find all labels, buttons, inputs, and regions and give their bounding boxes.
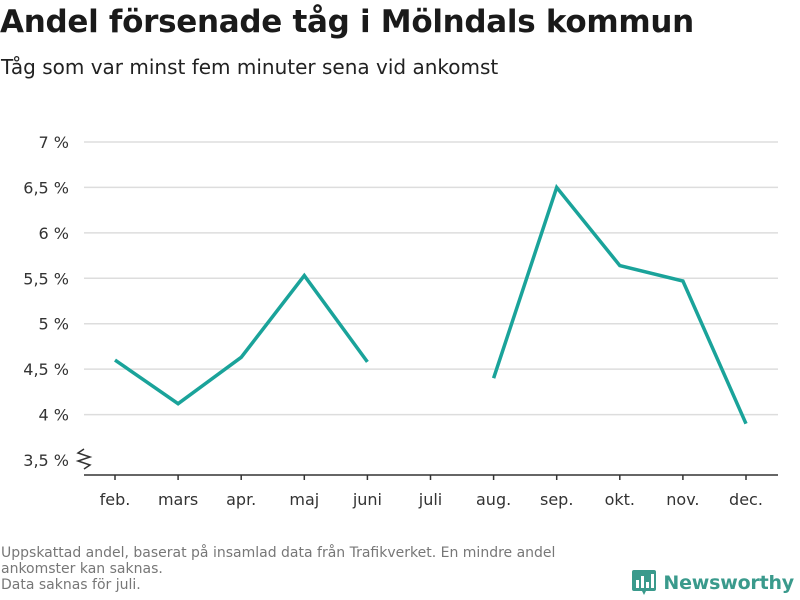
series-line [114, 272, 369, 406]
x-tick-label: dec. [729, 490, 763, 509]
brand-name: Newsworthy [663, 572, 794, 594]
x-tick-label: aug. [476, 490, 511, 509]
y-tick-label: 5,5 % [23, 269, 69, 288]
x-tick-label: juli [418, 490, 442, 509]
footnote-line-1: Uppskattad andel, baserat på insamlad da… [1, 545, 556, 561]
x-tick-label: sep. [540, 490, 573, 509]
x-tick-label: maj [289, 490, 319, 509]
chart-subtitle: Tåg som var minst fem minuter sena vid a… [1, 55, 499, 79]
y-tick-label: 6 % [39, 224, 69, 243]
bar-chart-logo-icon [632, 570, 657, 595]
series-line [491, 183, 748, 425]
newsworthy-logo: Newsworthy [631, 569, 794, 597]
y-tick-label: 4,5 % [23, 360, 69, 379]
line-chart: 3,5 % 4 % 4,5 % 5 % 5,5 % 6 % 6,5 % 7 % feb. mars… [23, 133, 778, 509]
x-tick-label: feb. [100, 490, 131, 509]
chart-footnote: Uppskattad andel, baserat på insamlad da… [1, 545, 641, 593]
footnote-line-2: ankomster kan saknas. [1, 561, 163, 577]
y-tick-label: 7 % [39, 133, 69, 152]
x-tick-label: nov. [666, 490, 699, 509]
y-tick-label: 6,5 % [23, 178, 69, 197]
footnote-line-3: Data saknas för juli. [1, 577, 141, 593]
y-tick-label: 3,5 % [23, 451, 69, 470]
y-tick-label: 4 % [39, 406, 69, 425]
x-tick-label: juni [352, 490, 382, 509]
axis-break-icon [75, 448, 93, 470]
x-tick-label: okt. [605, 490, 635, 509]
x-tick-label: mars [158, 490, 198, 509]
x-tick-label: apr. [226, 490, 256, 509]
y-tick-label: 5 % [39, 315, 69, 334]
chart-title: Andel försenade tåg i Mölndals kommun [0, 4, 694, 40]
